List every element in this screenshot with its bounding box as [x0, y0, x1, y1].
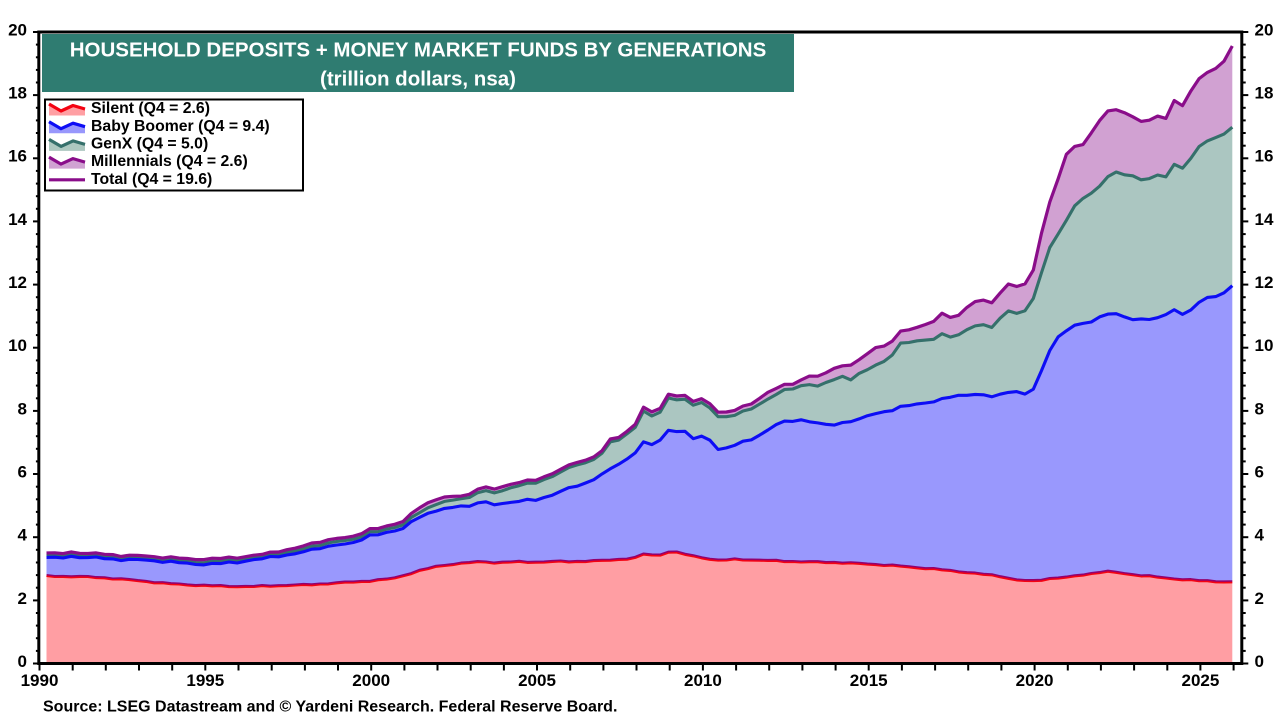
- svg-text:0: 0: [18, 652, 27, 671]
- svg-text:Source: LSEG Datastream and ©: Source: LSEG Datastream and © Yardeni Re…: [43, 699, 617, 716]
- svg-text:14: 14: [8, 210, 27, 229]
- svg-text:2005: 2005: [518, 671, 556, 690]
- svg-text:20: 20: [8, 20, 27, 39]
- svg-text:2: 2: [1255, 589, 1264, 608]
- svg-text:2010: 2010: [684, 671, 722, 690]
- svg-text:14: 14: [1255, 210, 1274, 229]
- svg-text:Millennials (Q4 = 2.6): Millennials (Q4 = 2.6): [91, 153, 248, 170]
- svg-text:18: 18: [8, 84, 27, 103]
- svg-text:6: 6: [1255, 462, 1264, 481]
- svg-text:16: 16: [1255, 147, 1274, 166]
- svg-text:1990: 1990: [21, 671, 59, 690]
- svg-text:8: 8: [1255, 399, 1264, 418]
- svg-text:16: 16: [8, 147, 27, 166]
- svg-text:4: 4: [18, 526, 28, 545]
- svg-text:(trillion dollars, nsa): (trillion dollars, nsa): [320, 68, 516, 91]
- svg-text:20: 20: [1255, 20, 1274, 39]
- svg-text:2015: 2015: [850, 671, 888, 690]
- svg-text:Silent (Q4 = 2.6): Silent (Q4 = 2.6): [91, 100, 210, 117]
- svg-text:2000: 2000: [352, 671, 390, 690]
- svg-text:4: 4: [1255, 526, 1265, 545]
- svg-text:12: 12: [1255, 273, 1274, 292]
- svg-text:18: 18: [1255, 84, 1274, 103]
- svg-text:2025: 2025: [1181, 671, 1219, 690]
- svg-text:1995: 1995: [186, 671, 224, 690]
- svg-text:Baby Boomer (Q4 = 9.4): Baby Boomer (Q4 = 9.4): [91, 118, 270, 135]
- svg-text:HOUSEHOLD DEPOSITS + MONEY MAR: HOUSEHOLD DEPOSITS + MONEY MARKET FUNDS …: [70, 38, 767, 61]
- svg-text:8: 8: [18, 399, 27, 418]
- svg-text:2: 2: [18, 589, 27, 608]
- svg-text:12: 12: [8, 273, 27, 292]
- svg-text:GenX (Q4 = 5.0): GenX (Q4 = 5.0): [91, 136, 208, 153]
- svg-text:0: 0: [1255, 652, 1264, 671]
- svg-text:Total (Q4 = 19.6): Total (Q4 = 19.6): [91, 171, 212, 188]
- svg-text:6: 6: [18, 462, 27, 481]
- svg-text:10: 10: [8, 336, 27, 355]
- svg-text:10: 10: [1255, 336, 1274, 355]
- svg-text:2020: 2020: [1016, 671, 1054, 690]
